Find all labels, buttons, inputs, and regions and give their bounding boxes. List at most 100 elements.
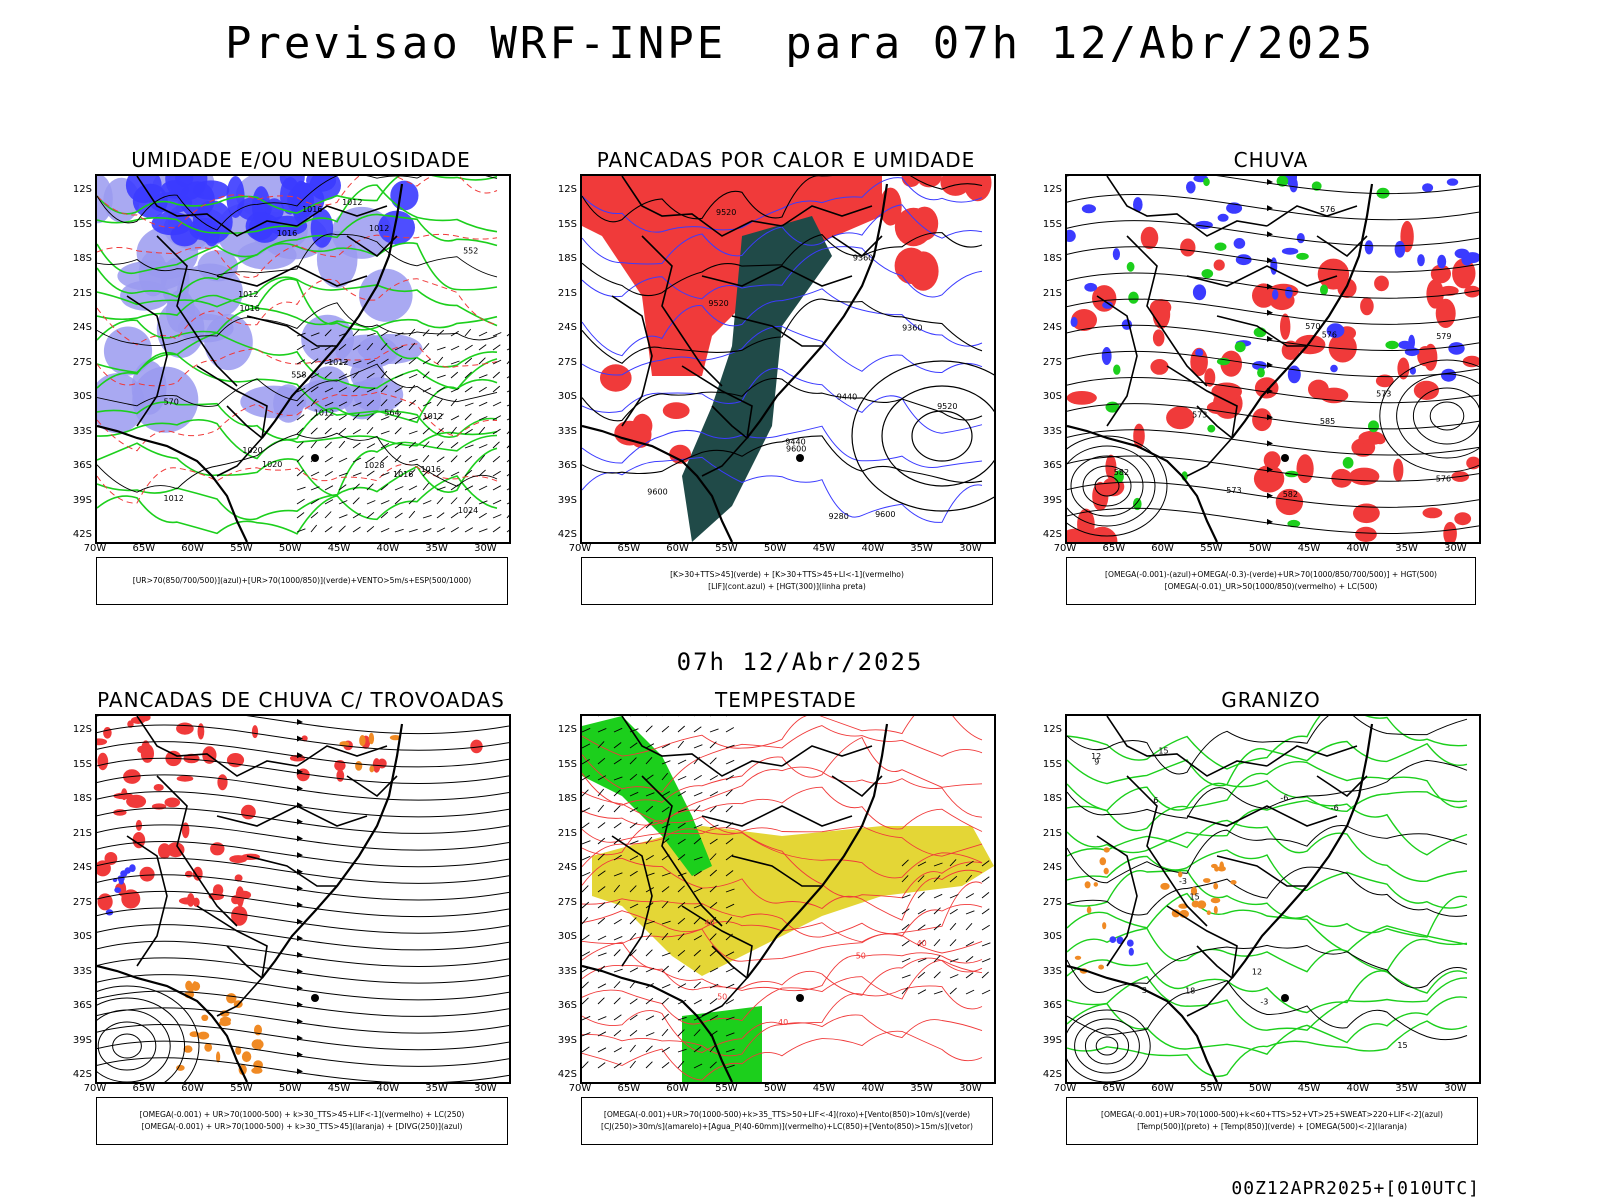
lat-tick-label: 39S	[1042, 494, 1062, 506]
wind-vector	[613, 776, 623, 781]
wind-vector	[338, 472, 348, 477]
streamline-arrowhead	[297, 1068, 303, 1075]
streamline-arrowhead	[297, 885, 303, 892]
wind-vector	[450, 527, 459, 533]
lat-tick-label: 12S	[72, 184, 92, 195]
lon-tick-label: 55W	[715, 543, 738, 554]
contour-label: 9520	[708, 299, 728, 308]
omega-blue	[1252, 361, 1267, 370]
temp-ring	[1074, 1018, 1140, 1074]
wind-vector	[352, 413, 360, 421]
contour-label: 1016	[240, 304, 260, 313]
lon-tick-label: 70W	[83, 543, 107, 554]
wind-vector	[597, 886, 606, 893]
thunderstorm-orange	[257, 1039, 263, 1050]
contour-label: 573	[1192, 411, 1207, 420]
streamline-arrowhead	[297, 1035, 303, 1042]
wind-vector	[725, 951, 735, 957]
wind-vector	[506, 529, 509, 533]
wind-vector	[645, 855, 654, 861]
wind-vector	[981, 876, 990, 883]
contour-label: 1012	[164, 494, 184, 503]
wind-vector	[352, 497, 360, 505]
high-humidity-area	[390, 180, 419, 211]
wind-vector	[677, 949, 686, 957]
wind-vector	[645, 1015, 655, 1021]
wind-vector	[582, 759, 590, 765]
omega-orange	[1213, 882, 1219, 890]
wind-vector	[597, 775, 607, 781]
lat-tick-label: 39S	[557, 494, 577, 506]
wind-vector	[917, 875, 925, 883]
wind-vector	[613, 854, 622, 861]
humidity-area	[97, 176, 113, 224]
lat-tick-label: 21S	[557, 827, 577, 839]
panel-title-chuva: CHUVA	[1233, 148, 1309, 172]
wind-vector	[677, 775, 687, 781]
wind-vector	[492, 441, 500, 449]
humidity-contour	[97, 184, 498, 235]
wind-vector	[352, 526, 361, 533]
wind-vector	[582, 997, 589, 1005]
temp850-contour	[1067, 996, 1468, 1056]
humidity-contour	[97, 213, 498, 275]
wind-vector	[394, 528, 404, 533]
contour-label: 12	[1252, 968, 1262, 977]
omega-orange	[1099, 857, 1107, 866]
rain-area	[1204, 368, 1216, 387]
instability-area	[916, 176, 942, 188]
wind-vector	[366, 525, 375, 533]
thunderstorm-orange	[355, 761, 363, 771]
wind-vector	[725, 983, 735, 989]
map-trovoadas	[95, 714, 511, 1084]
hail-blue	[1116, 936, 1124, 945]
wind-vector	[436, 470, 445, 477]
thunderstorm-orange	[235, 1046, 242, 1055]
wind-vector	[645, 1032, 655, 1037]
streamline	[97, 741, 509, 768]
wind-vector	[949, 939, 957, 947]
rain-area	[1105, 454, 1117, 480]
lat-tick-label: 36S	[557, 1000, 577, 1011]
pressure-contour	[97, 302, 498, 347]
wind-vector	[408, 357, 417, 365]
streamline	[1067, 507, 1479, 535]
contour-label: 1016	[302, 205, 322, 214]
wind-vector	[310, 332, 320, 337]
thunderstorm-orange	[368, 732, 375, 745]
wind-vector	[296, 441, 304, 449]
lat-tick-label: 36S	[72, 460, 92, 471]
contour-label: 18	[1185, 987, 1195, 996]
streamline	[1067, 193, 1479, 221]
contour-label: 9	[1094, 758, 1099, 767]
wind-vector	[677, 725, 686, 733]
wind-vector	[450, 415, 460, 421]
wind-vector	[408, 458, 418, 463]
streamline	[1067, 220, 1479, 247]
wind-vector	[677, 791, 686, 797]
temp850-contour	[1067, 761, 1468, 812]
lagoon	[311, 454, 319, 462]
wind-vector	[981, 908, 990, 915]
wind-vector	[677, 1016, 687, 1021]
streamline	[97, 774, 509, 801]
wind-vector	[645, 1061, 653, 1069]
omega-blue	[1441, 368, 1457, 382]
wind-vector	[506, 376, 509, 379]
lon-tick-label: 65W	[617, 543, 641, 554]
wind-vector	[661, 806, 670, 813]
wind-vector	[408, 430, 418, 435]
wind-vector	[645, 725, 653, 733]
lif-contour	[582, 425, 983, 469]
wind-vector	[693, 775, 702, 781]
wind-vector	[296, 498, 305, 505]
omega-blue	[1398, 340, 1412, 350]
panel-title-tempestade: TEMPESTADE	[715, 688, 857, 712]
wind-vector	[422, 514, 432, 519]
state-border	[1106, 176, 1268, 237]
omega-orange	[1102, 922, 1107, 930]
wind-vector	[338, 427, 347, 435]
panel-title-granizo: GRANIZO	[1221, 688, 1321, 712]
wind-vector	[450, 497, 458, 505]
precipitable-water-contour	[582, 725, 983, 793]
